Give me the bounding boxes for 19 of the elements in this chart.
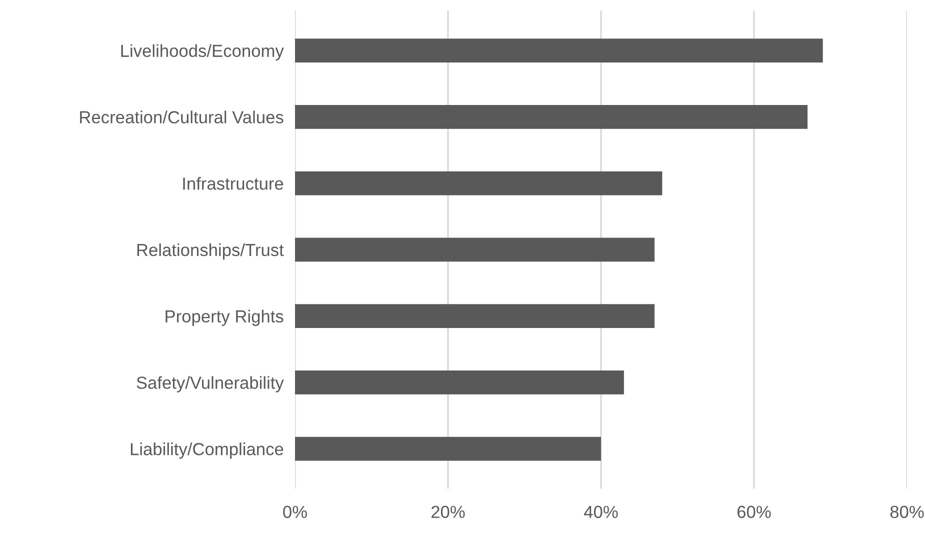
- bar: [295, 304, 655, 328]
- bar: [295, 105, 808, 129]
- bar: [295, 370, 624, 394]
- x-tick-label: 0%: [283, 506, 307, 518]
- bar: [295, 171, 662, 196]
- x-tick-label: 80%: [890, 506, 924, 518]
- x-tick-label: 20%: [432, 506, 465, 518]
- y-tick-label: Liability/Compliance: [130, 442, 284, 459]
- y-tick-label: Recreation/Cultural Values: [80, 110, 284, 124]
- y-tick-label: Infrastructure: [183, 177, 284, 190]
- bar: [295, 238, 655, 262]
- bar: [295, 436, 601, 461]
- bar: [295, 38, 823, 63]
- y-tick-label: Livelihoods/Economy: [121, 44, 284, 60]
- x-tick-label: 60%: [738, 506, 771, 518]
- x-tick-label: 40%: [584, 506, 618, 518]
- y-tick-label: Safety/Vulnerability: [136, 376, 284, 392]
- y-tick-label: Property Rights: [166, 310, 284, 326]
- y-tick-label: Relationships/Trust: [137, 243, 284, 260]
